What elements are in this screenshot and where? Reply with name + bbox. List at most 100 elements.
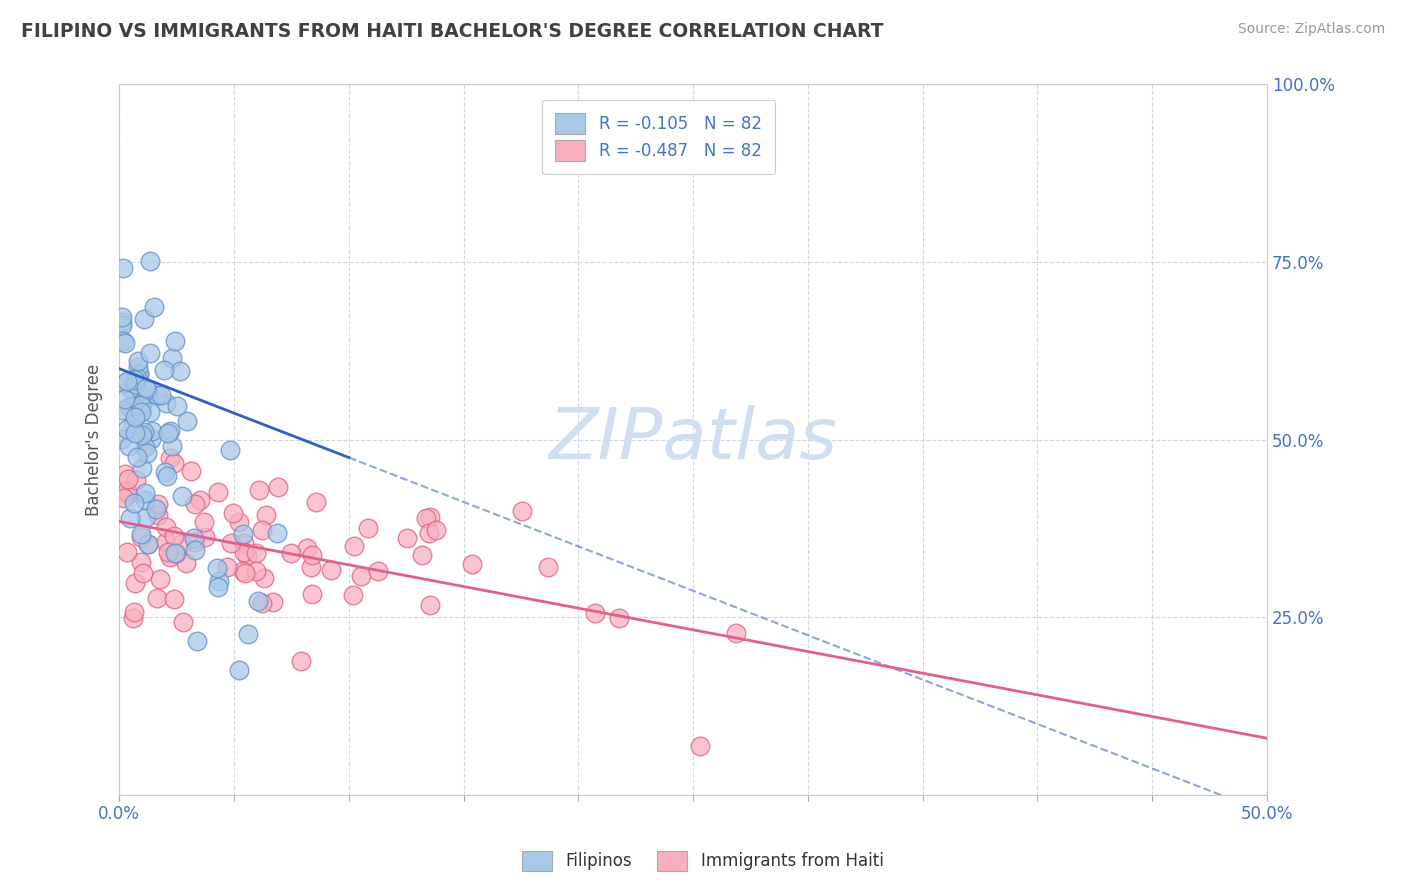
Point [139,346,162,360]
Point [218,443,240,458]
Point [155,396,177,410]
Point [114,467,136,482]
Point [127,371,149,385]
Point [155,520,177,534]
Point [419,509,441,524]
Point [460,558,482,572]
Point [162,351,184,365]
Point [156,544,179,558]
Point [112,491,135,505]
Point [134,425,156,439]
Point [724,626,747,640]
Point [117,486,139,500]
Point [146,388,169,402]
Point [117,472,139,486]
Point [215,560,238,574]
Point [134,312,156,326]
Point [536,559,558,574]
Point [169,364,191,378]
Point [125,473,148,487]
Point [110,310,132,325]
Point [163,591,186,606]
Point [146,591,169,606]
Point [135,381,157,395]
Point [254,508,277,523]
Legend: R = -0.105   N = 82, R = -0.487   N = 82: R = -0.105 N = 82, R = -0.487 N = 82 [543,100,775,174]
Point [129,530,152,544]
Point [121,611,143,625]
Point [159,424,181,438]
Point [141,424,163,438]
Point [183,498,205,512]
Point [689,739,711,753]
Point [194,530,217,544]
Point [396,531,419,545]
Point [163,456,186,470]
Point [136,383,159,397]
Point [170,489,193,503]
Point [235,549,257,564]
Point [139,253,162,268]
Point [305,494,328,508]
Point [143,300,166,314]
Point [136,537,159,551]
Point [583,606,606,620]
Point [132,395,155,409]
Point [418,526,440,541]
Point [153,465,176,479]
Point [124,409,146,424]
Point [157,426,180,441]
Point [111,315,134,329]
Point [253,571,276,585]
Point [188,493,211,508]
Point [127,354,149,368]
Point [247,483,270,497]
Point [245,564,267,578]
Point [136,387,159,401]
Point [342,588,364,602]
Point [117,484,139,499]
Point [146,497,169,511]
Point [134,440,156,454]
Point [172,615,194,629]
Point [233,544,256,558]
Point [136,537,159,551]
Point [122,605,145,619]
Point [193,515,215,529]
Point [159,451,181,466]
Point [176,414,198,428]
Point [131,461,153,475]
Point [124,575,146,590]
Point [233,566,256,581]
Point [207,574,229,589]
Point [232,526,254,541]
Point [131,527,153,541]
Point [163,529,186,543]
Point [131,428,153,442]
Point [122,400,145,414]
Point [245,546,267,560]
Point [252,523,274,537]
Point [250,596,273,610]
Point [205,560,228,574]
Point [112,334,135,348]
Point [246,593,269,607]
Point [267,480,290,494]
Point [120,381,142,395]
Point [343,539,366,553]
Point [228,663,250,677]
Point [132,566,155,581]
Point [165,546,187,560]
Text: FILIPINO VS IMMIGRANTS FROM HAITI BACHELOR'S DEGREE CORRELATION CHART: FILIPINO VS IMMIGRANTS FROM HAITI BACHEL… [21,22,883,41]
Point [228,516,250,530]
Point [121,398,143,412]
Point [180,464,202,478]
Point [184,535,207,549]
Point [148,508,170,522]
Text: ZIPatlas: ZIPatlas [548,405,838,475]
Point [114,376,136,390]
Point [160,439,183,453]
Point [280,546,302,560]
Point [232,564,254,578]
Point [183,532,205,546]
